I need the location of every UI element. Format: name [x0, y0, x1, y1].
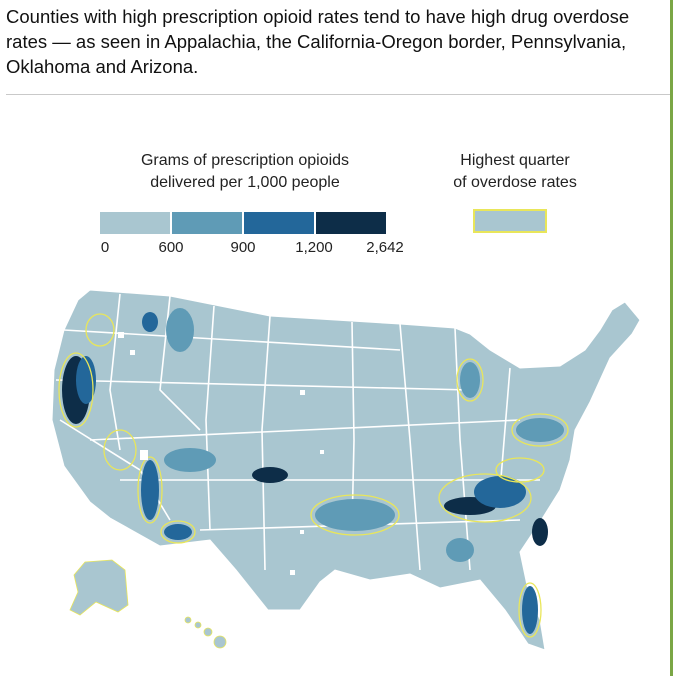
scale-tick-1: 600: [158, 239, 184, 256]
overdose-outline-swatch: [473, 209, 547, 233]
cluster-pennsylvania: [516, 418, 564, 442]
overdose-legend-title-line2: of overdose rates: [453, 174, 577, 191]
overdose-legend-title-line1: Highest quarter: [460, 152, 570, 169]
opioid-clusters: [62, 308, 564, 634]
swatch-bin-3: [316, 212, 386, 234]
headline: Counties with high prescription opioid r…: [6, 6, 630, 77]
state-borders: [55, 293, 540, 571]
scale-tick-4: 2,642: [366, 239, 404, 256]
scale-tick-0: 0: [100, 239, 110, 256]
swatch-bin-2: [244, 212, 314, 234]
map-svg: [51, 289, 641, 651]
us-county-map: [0, 270, 673, 676]
hawaii-islands: [184, 616, 227, 649]
swatch-bin-0: [100, 212, 170, 234]
opioid-legend-title: Grams of prescription opioids delivered …: [100, 150, 390, 194]
scale-tick-2: 900: [230, 239, 256, 256]
cluster-oklahoma: [315, 499, 395, 531]
frame-accent-bar: [670, 0, 673, 676]
opioid-color-scale: [100, 212, 386, 234]
no-data-counties: [118, 332, 324, 575]
swatch-bin-1: [172, 212, 242, 234]
overdose-outlines: [58, 313, 569, 638]
divider: [6, 94, 670, 95]
opioid-legend-title-line2: delivered per 1,000 people: [150, 174, 340, 191]
overdose-legend-title: Highest quarter of overdose rates: [430, 150, 600, 194]
cluster-arizona: [141, 460, 159, 520]
opioid-legend-title-line1: Grams of prescription opioids: [140, 152, 350, 169]
alaska-landmass: [69, 559, 129, 616]
scale-tick-3: 1,200: [295, 239, 333, 256]
